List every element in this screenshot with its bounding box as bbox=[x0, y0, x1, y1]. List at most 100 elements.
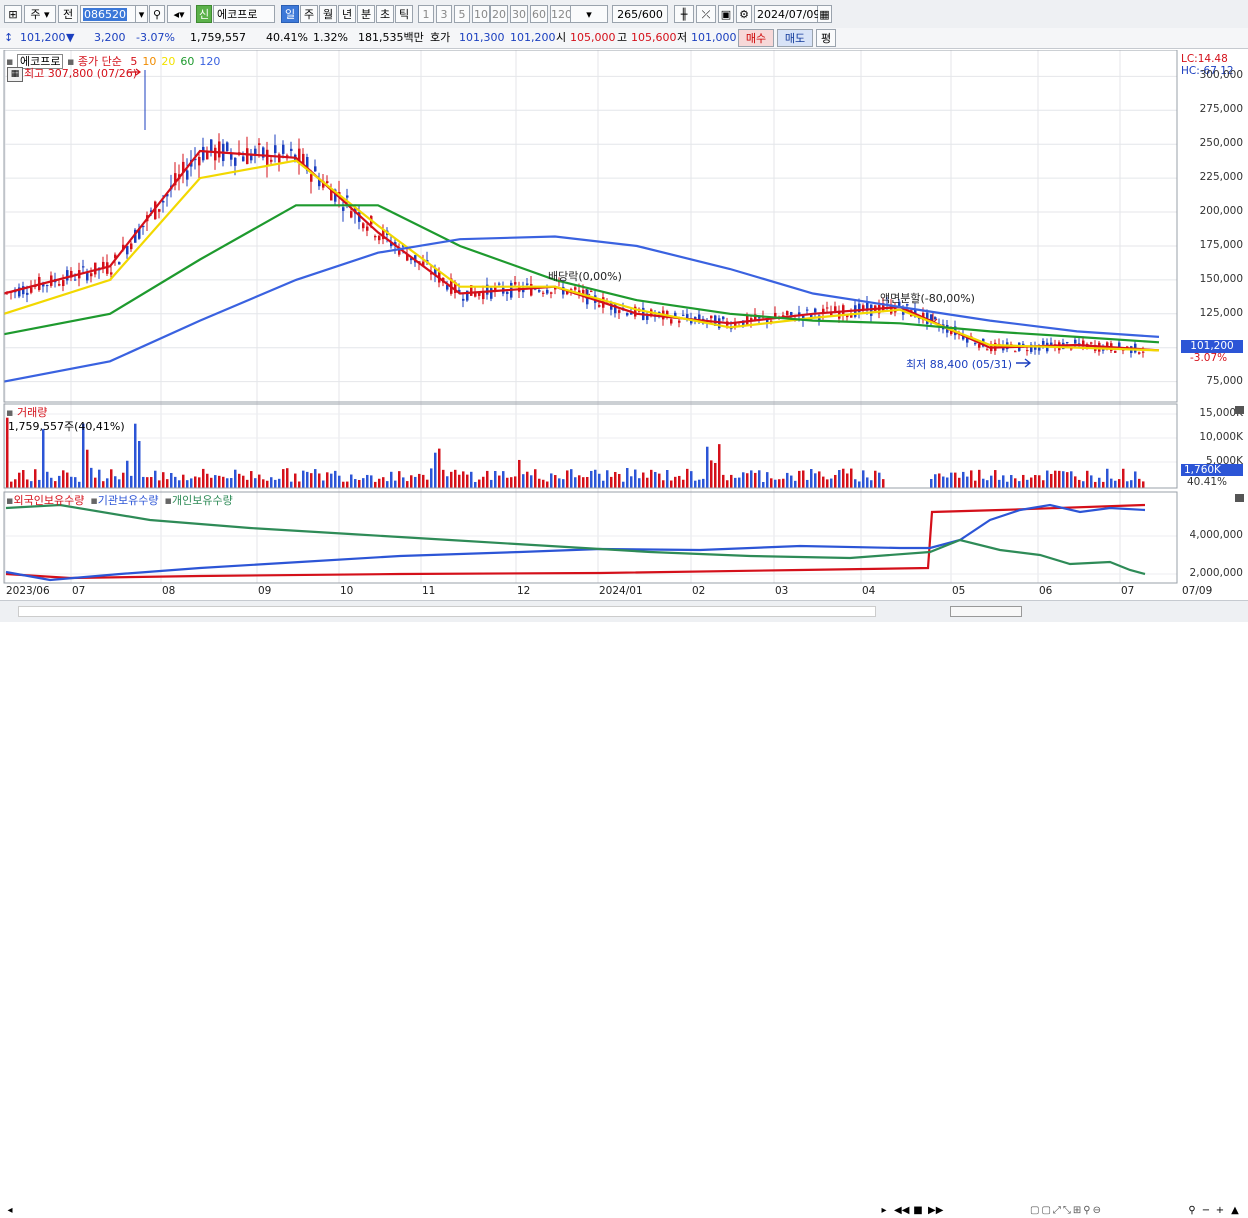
volume-bar bbox=[610, 476, 613, 488]
volume-bar bbox=[634, 469, 637, 488]
volume-bar bbox=[626, 468, 629, 488]
pause-icon[interactable]: ■ bbox=[913, 1205, 923, 1216]
flat-button[interactable]: 평 bbox=[816, 29, 836, 47]
volume-bar bbox=[86, 449, 89, 488]
scroll-right-icon[interactable]: ▸ bbox=[881, 1205, 887, 1216]
forward-icon[interactable]: ▶▶ bbox=[928, 1205, 944, 1216]
scroll-left-icon[interactable]: ◂ bbox=[7, 1205, 13, 1216]
period-tab-6[interactable]: 틱 bbox=[395, 5, 413, 23]
layout-icon[interactable]: ⊞ bbox=[4, 5, 22, 23]
volume-bar bbox=[1070, 471, 1073, 488]
prev-button[interactable]: 전 bbox=[58, 5, 78, 23]
zoom-out-icon[interactable]: ⚲ bbox=[1188, 1205, 1196, 1216]
volume-bar bbox=[662, 480, 665, 488]
candle-body bbox=[374, 236, 377, 238]
price-tick-label: 225,000 bbox=[1199, 171, 1243, 184]
calculator-icon[interactable]: ▦ bbox=[7, 67, 23, 82]
line-tool-icon[interactable]: ⤫ bbox=[696, 5, 716, 23]
panel-marker-icon: ▪ bbox=[6, 55, 14, 68]
drawing-tools-icon[interactable]: ▢▢⤢⤡⊞⚲⊖ bbox=[1030, 1205, 1103, 1216]
candle-body bbox=[918, 317, 921, 320]
buy-button[interactable]: 매수 bbox=[738, 29, 774, 47]
range-button-3[interactable]: 10 bbox=[472, 5, 490, 23]
range-button-5[interactable]: 30 bbox=[510, 5, 528, 23]
volume-bar bbox=[470, 471, 473, 488]
volume-bar bbox=[210, 477, 213, 488]
volume-bar bbox=[458, 474, 461, 488]
volume-bar bbox=[962, 471, 965, 488]
range-dropdown[interactable]: ▾ bbox=[570, 5, 608, 23]
search-icon[interactable]: ⚲ bbox=[149, 5, 165, 23]
date-field[interactable]: 2024/07/09 bbox=[754, 5, 820, 23]
volume-bar bbox=[202, 468, 205, 488]
volume-bar bbox=[758, 470, 761, 488]
range-button-6[interactable]: 60 bbox=[530, 5, 548, 23]
range-button-7[interactable]: 120 bbox=[550, 5, 572, 23]
up-icon[interactable]: ▲ bbox=[1231, 1205, 1239, 1216]
ma-line-5 bbox=[3, 149, 1160, 352]
candle-body bbox=[846, 315, 849, 318]
code-dropdown-icon[interactable]: ▾ bbox=[136, 5, 148, 23]
close-panel-icon[interactable] bbox=[1235, 494, 1244, 502]
period-tab-5[interactable]: 초 bbox=[376, 5, 394, 23]
candle-body bbox=[754, 314, 757, 321]
period-tab-1[interactable]: 주 bbox=[300, 5, 318, 23]
volume-bar bbox=[142, 476, 145, 488]
rewind-icon[interactable]: ◀◀ bbox=[894, 1205, 910, 1216]
close-panel-icon[interactable] bbox=[1235, 406, 1244, 414]
scroll-track[interactable] bbox=[18, 606, 876, 617]
range-button-4[interactable]: 20 bbox=[490, 5, 508, 23]
code-input[interactable]: 086520 bbox=[80, 5, 136, 23]
volume-bar bbox=[354, 479, 357, 488]
candle-body bbox=[290, 148, 293, 151]
stock-name-field[interactable]: 에코프로 bbox=[213, 5, 275, 23]
panel-marker-icon: ▪ bbox=[66, 55, 75, 68]
plus-icon[interactable]: + bbox=[1215, 1205, 1225, 1216]
current-volume-pct: 40.41% bbox=[1187, 476, 1228, 488]
scroll-bar[interactable]: ◂ ▸ ◀◀ ■ ▶▶ ▢▢⤢⤡⊞⚲⊖ ⚲ − + ▲ bbox=[0, 600, 1248, 1216]
candle-body bbox=[214, 147, 217, 161]
candle-body bbox=[62, 280, 65, 287]
volume-bar bbox=[778, 479, 781, 488]
candle-body bbox=[486, 284, 489, 295]
volume-bar bbox=[46, 471, 49, 488]
save-icon[interactable]: ▣ bbox=[718, 5, 734, 23]
volume-bar bbox=[262, 479, 265, 488]
volume-bar bbox=[198, 477, 201, 488]
volume-bar bbox=[726, 480, 729, 488]
candle-body bbox=[1138, 352, 1141, 354]
sell-button[interactable]: 매도 bbox=[777, 29, 813, 47]
calendar-icon[interactable]: ▦ bbox=[818, 5, 832, 23]
chart-area[interactable] bbox=[0, 50, 1248, 600]
volume-bar bbox=[114, 476, 117, 488]
volume-bar bbox=[694, 480, 697, 488]
volume-bar bbox=[62, 470, 65, 488]
change-pct: -3.07% bbox=[136, 31, 175, 44]
candle-body bbox=[866, 302, 869, 311]
candle-body bbox=[126, 245, 129, 255]
volume-bar bbox=[478, 479, 481, 488]
range-button-2[interactable]: 5 bbox=[454, 5, 470, 23]
minus-icon[interactable]: − bbox=[1201, 1205, 1211, 1216]
candle-body bbox=[1074, 339, 1077, 344]
range-button-0[interactable]: 1 bbox=[418, 5, 434, 23]
volume-bar bbox=[238, 473, 241, 488]
zoom-slider[interactable] bbox=[950, 606, 1022, 617]
period-tab-0[interactable]: 일 bbox=[281, 5, 299, 23]
period-tab-3[interactable]: 년 bbox=[338, 5, 356, 23]
sound-icon[interactable]: ◂▾ bbox=[167, 5, 191, 23]
volume-bar bbox=[290, 481, 293, 488]
candle-body bbox=[822, 308, 825, 314]
ma-line-120 bbox=[3, 235, 1160, 383]
chart-type-icon[interactable]: ╫ bbox=[674, 5, 694, 23]
period-tab-2[interactable]: 월 bbox=[319, 5, 337, 23]
price-value: 101,200 bbox=[20, 31, 66, 44]
candle-body bbox=[1034, 345, 1037, 350]
market-select[interactable]: 주 ▾ bbox=[24, 5, 56, 23]
period-tab-4[interactable]: 분 bbox=[357, 5, 375, 23]
count-field[interactable]: 265/600 bbox=[612, 5, 668, 23]
range-button-1[interactable]: 3 bbox=[436, 5, 452, 23]
volume-bar bbox=[330, 473, 333, 488]
volume-bar bbox=[126, 460, 129, 488]
settings-icon[interactable]: ⚙ bbox=[736, 5, 752, 23]
